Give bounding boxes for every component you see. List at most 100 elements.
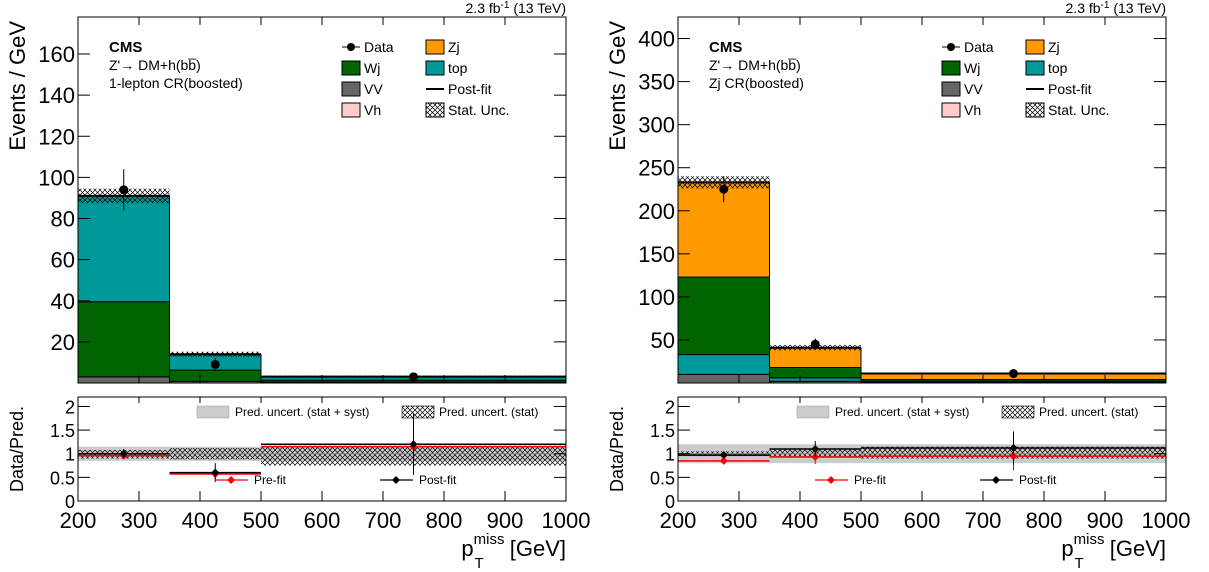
p1-ytick-label: 200: [638, 199, 675, 224]
left-panel: 2.3 fb-1 (13 TeV)20406080100120140160Eve…: [5, 0, 590, 572]
p1-ratio-y-axis-label: Data/Pred.: [607, 406, 627, 492]
p0-legend-vh-label: Vh: [364, 102, 381, 118]
p0-legend-vh-swatch: [341, 102, 361, 118]
p1-x-axis-label: pmiss T [GeV]: [1061, 531, 1166, 572]
p0-data-point-1: [210, 359, 220, 369]
p0-legend-zj-label: Zj: [448, 39, 460, 55]
p0-xtick-label: 700: [365, 508, 402, 533]
p0-experiment-label: CMS: [109, 39, 142, 56]
p0-ytick-label: 80: [51, 207, 75, 232]
p1-process-label: Z'→ DM+h(bb̅): [709, 57, 801, 73]
p1-ytick-label: 300: [638, 113, 675, 138]
p0-xtick-label: 900: [487, 508, 524, 533]
lumi-label: 2.3 fb-1 (13 TeV): [466, 0, 566, 16]
p1-ratio-legend-syst-label: Pred. uncert. (stat + syst): [835, 405, 969, 419]
p0-ratio-legend-prefit-label: Pre-fit: [254, 473, 287, 487]
p0-legend-vv-label: VV: [364, 81, 383, 97]
p1-legend-wj-label: Wj: [964, 60, 980, 76]
p0-legend-wj-label: Wj: [364, 60, 380, 76]
p0-ratio-postfit-point-0: [119, 449, 128, 458]
p1-ratio-postfit-point-2: [1009, 444, 1018, 453]
p0-bar-wj-0: [77, 301, 170, 378]
p1-ratio-ytick-label: 1.5: [650, 421, 675, 441]
p1-bar-zj-1: [769, 347, 862, 368]
p1-data-point-2: [1009, 369, 1018, 379]
p1-legend-vh-swatch: [941, 102, 961, 118]
p0-ratio-legend-stat-label: Pred. uncert. (stat): [439, 405, 538, 419]
p0-ratio-legend-syst-label: Pred. uncert. (stat + syst): [235, 405, 369, 419]
p0-data-point-0: [119, 185, 129, 195]
p0-data-point-2: [409, 372, 418, 382]
p1-ratio-legend-stat-swatch: [1001, 405, 1035, 419]
p1-data-point-1: [810, 339, 820, 349]
p0-ratio-ytick-label: 1.5: [50, 421, 75, 441]
p0-legend-wj-swatch: [341, 60, 361, 76]
p1-bar-top-0: [677, 354, 770, 375]
p0-ratio-y-axis-label: Data/Pred.: [7, 406, 27, 492]
p1-ratio-legend-stat-label: Pred. uncert. (stat): [1039, 405, 1138, 419]
p0-legend-postfit-label: Post-fit: [448, 81, 492, 97]
p0-process-label: Z'→ DM+h(bb̅): [109, 57, 201, 73]
p0-region-label: 1-lepton CR(boosted): [109, 75, 243, 91]
p1-ratio-legend-prefit-label: Pre-fit: [854, 473, 887, 487]
p0-ytick-label: 60: [51, 248, 75, 273]
p1-legend-stat-swatch: [1025, 102, 1045, 118]
p1-legend-vv-label: VV: [964, 81, 983, 97]
p0-bar-wj-1: [169, 369, 262, 382]
p1-bar-vv-0: [677, 373, 770, 384]
p0-ratio-postfit-point-2: [409, 440, 418, 449]
p1-region-label: Zj CR(boosted): [709, 75, 804, 91]
p1-ratio-postfit-point-1: [811, 445, 820, 453]
p1-ratio-ytick-label: 0: [665, 492, 675, 512]
p1-data-point-0: [719, 184, 729, 194]
p1-legend-vh-label: Vh: [964, 102, 981, 118]
p1-ratio-legend-postfit-label: Post-fit: [1019, 473, 1057, 487]
p0-xtick-label: 800: [426, 508, 463, 533]
p1-ytick-label: 350: [638, 70, 675, 95]
p1-legend-vv-swatch: [941, 81, 961, 97]
p1-ytick-label: 50: [651, 328, 675, 353]
p1-legend-zj-swatch: [1025, 39, 1045, 55]
p0-ytick-label: 140: [38, 83, 75, 108]
p0-xtick-label: 400: [182, 508, 219, 533]
p1-bar-top-1: [769, 377, 862, 382]
p0-ratio-legend-syst-swatch: [196, 405, 230, 419]
p0-ratio-ytick-label: 1: [65, 445, 75, 465]
lumi-label: 2.3 fb-1 (13 TeV): [1066, 0, 1166, 16]
p0-ratio-legend-postfit-label: Post-fit: [419, 473, 457, 487]
p1-bar-wj-1: [769, 366, 862, 379]
p0-ratio-ytick-label: 2: [65, 397, 75, 417]
p0-legend-stat-swatch: [425, 102, 445, 118]
p0-xtick-label: 300: [121, 508, 158, 533]
p0-ratio-ytick-label: 0.5: [50, 468, 75, 488]
p1-xtick-label: 400: [782, 508, 819, 533]
p0-bar-top-0: [77, 195, 170, 303]
p0-xtick-label: 600: [304, 508, 341, 533]
p1-xtick-label: 500: [843, 508, 880, 533]
p0-legend-top-swatch: [425, 60, 445, 76]
p1-ratio-postfit-point-0: [719, 451, 728, 460]
p0-ytick-label: 160: [38, 42, 75, 67]
p0-y-axis-label: Events / GeV: [5, 21, 30, 151]
p1-xtick-label: 300: [721, 508, 758, 533]
p0-legend-stat-label: Stat. Unc.: [448, 102, 509, 118]
p1-legend-postfit-label: Post-fit: [1048, 81, 1092, 97]
p1-ratio-legend-prefit-marker: [827, 476, 835, 484]
p0-xtick-label: 200: [60, 508, 97, 533]
p1-ytick-label: 100: [638, 285, 675, 310]
p1-legend-wj-swatch: [941, 60, 961, 76]
p1-ratio-ytick-label: 1: [665, 445, 675, 465]
p0-ytick-label: 20: [51, 330, 75, 355]
p1-ratio-ytick-label: 2: [665, 397, 675, 417]
p1-ytick-label: 250: [638, 156, 675, 181]
right-panel: 2.3 fb-1 (13 TeV) 50 100 150 200 250 300 350 400…: [605, 0, 1190, 572]
p0-ratio-ytick-label: 0: [65, 492, 75, 512]
p1-bar-wj-0: [677, 276, 770, 356]
p0-ratio-legend-postfit-marker: [392, 476, 400, 484]
p1-xtick-label: 600: [904, 508, 941, 533]
p0-ratio-legend-prefit-marker: [227, 476, 235, 484]
p0-legend-zj-swatch: [425, 39, 445, 55]
p1-ratio-ytick-label: 0.5: [650, 468, 675, 488]
p1-xtick-label: 800: [1026, 508, 1063, 533]
